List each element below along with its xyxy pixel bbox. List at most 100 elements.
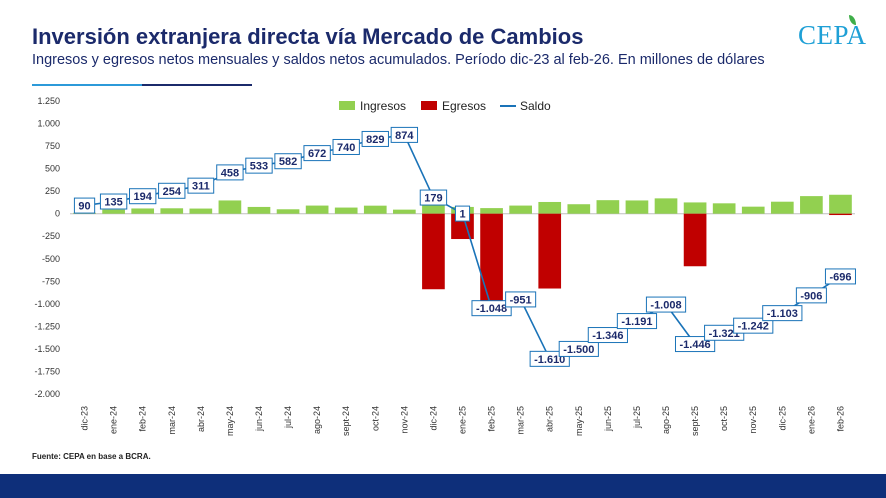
x-tick-label: jul-24 (283, 406, 293, 429)
x-tick-label: feb-25 (487, 406, 497, 432)
x-tick-label: mar-24 (167, 406, 177, 435)
y-tick-label: -500 (42, 254, 60, 264)
saldo-data-label: 458 (216, 164, 244, 181)
saldo-label-text: 740 (337, 142, 355, 154)
saldo-label-box (129, 188, 157, 205)
legend: Ingresos Egresos Saldo (339, 99, 551, 113)
saldo-label-box (558, 340, 599, 357)
saldo-label-text: 672 (308, 148, 326, 160)
saldo-label-box (361, 130, 389, 147)
saldo-label-text: -1.048 (476, 303, 507, 315)
saldo-data-label: 311 (187, 177, 215, 194)
saldo-label-text: 179 (424, 193, 442, 205)
saldo-data-label: -1.500 (558, 340, 599, 357)
saldo-data-label: -1.103 (762, 305, 803, 322)
y-tick-label: -250 (42, 231, 60, 241)
egresos-bar (480, 213, 503, 313)
saldo-label-text: -906 (800, 290, 822, 302)
x-tick-label: may-24 (225, 406, 235, 436)
saldo-label-text: -1.191 (621, 316, 652, 328)
ingresos-bars (73, 194, 852, 214)
x-tick-label: nov-24 (399, 406, 409, 434)
ingresos-bar (363, 205, 387, 214)
egresos-bars (422, 213, 852, 313)
saldo-label-text: -1.008 (650, 300, 681, 312)
x-tick-label: oct-25 (719, 406, 729, 431)
source-note: Fuente: CEPA en base a BCRA. (32, 452, 151, 461)
ingresos-bar (305, 205, 329, 214)
chart-area: Ingresos Egresos Saldo 1.250 1.000 750 500 2… (34, 96, 856, 436)
x-tick-label: jul-25 (632, 406, 642, 429)
x-tick-label: oct-24 (370, 406, 380, 431)
saldo-data-label: 829 (361, 130, 389, 147)
y-tick-label: -750 (42, 276, 60, 286)
saldo-data-label: -696 (824, 268, 856, 285)
saldo-label-text: 874 (395, 130, 414, 142)
saldo-data-label: 672 (303, 145, 331, 162)
saldo-label-text: -696 (829, 271, 851, 283)
saldo-label-text: 311 (192, 181, 210, 193)
saldo-label-text: 135 (104, 197, 122, 209)
saldo-data-label: -1.048 (471, 300, 512, 317)
ingresos-bar (567, 204, 591, 214)
saldo-label-text: 458 (221, 167, 239, 179)
saldo-label-text: 1 (459, 209, 465, 221)
y-tick-label: -1.500 (34, 344, 60, 354)
saldo-data-label: 135 (99, 193, 128, 210)
saldo-label-text: 829 (366, 134, 384, 146)
ingresos-bar (712, 203, 736, 214)
x-tick-label: sept-24 (341, 406, 351, 436)
saldo-label-box (274, 153, 302, 170)
egresos-bar (683, 213, 707, 267)
saldo-data-label: -1.346 (587, 327, 628, 344)
saldo-label-box (332, 138, 360, 155)
saldo-data-label: -1.008 (645, 296, 687, 313)
saldo-label-text: -951 (510, 294, 532, 306)
ingresos-bar (741, 206, 765, 214)
cepa-logo: CEPA (798, 20, 867, 50)
saldo-label-box (99, 193, 128, 210)
ingresos-bar (596, 200, 620, 214)
y-tick-label: -1.000 (34, 299, 60, 309)
saldo-label-box (216, 164, 244, 181)
saldo-label-box (587, 327, 628, 344)
egresos-bar (538, 213, 562, 289)
x-tick-label: ene-26 (806, 406, 816, 434)
saldo-data-label: -906 (795, 287, 827, 304)
saldo-label-box (505, 291, 537, 308)
saldo-label-text: 582 (279, 156, 297, 168)
saldo-label-box (795, 287, 827, 304)
x-tick-label: ene-25 (458, 406, 468, 434)
saldo-label-text: 254 (163, 186, 182, 198)
saldo-label-text: -1.321 (709, 328, 740, 340)
ingresos-bar (102, 209, 125, 214)
saldo-data-label: 254 (158, 182, 186, 199)
saldo-label-text: 194 (134, 191, 153, 203)
ingresos-bar (625, 200, 649, 214)
title-underline-dark (142, 84, 252, 86)
saldo-data-label: 194 (129, 188, 157, 205)
ingresos-bar (247, 206, 271, 214)
legend-label-egresos: Egresos (442, 99, 486, 113)
saldo-label-box (419, 189, 448, 206)
chart-subtitle: Ingresos y egresos netos mensuales y sal… (32, 52, 765, 68)
saldo-data-label: 1 (454, 205, 471, 222)
ingresos-bar (334, 207, 358, 214)
saldo-label-box (645, 296, 687, 313)
x-tick-label: nov-25 (748, 406, 758, 434)
saldo-data-label: 874 (390, 126, 419, 143)
y-axis: 1.250 1.000 750 500 250 0 -250 -500 -750 -1.000 -1… (34, 96, 60, 399)
x-tick-label: jun-24 (254, 406, 264, 432)
y-tick-label: 500 (45, 164, 60, 174)
saldo-label-box (245, 157, 273, 174)
legend-label-ingresos: Ingresos (360, 99, 406, 113)
saldo-data-label: -1.191 (616, 313, 658, 330)
y-tick-label: 0 (55, 209, 60, 219)
saldo-label-text: -1.346 (592, 330, 623, 342)
x-tick-label: feb-26 (835, 406, 845, 432)
x-tick-label: dic-25 (777, 406, 787, 431)
saldo-label-text: 90 (78, 201, 90, 213)
leaf-icon (849, 15, 856, 25)
egresos-bar (829, 213, 852, 216)
x-tick-label: ago-24 (312, 406, 322, 434)
